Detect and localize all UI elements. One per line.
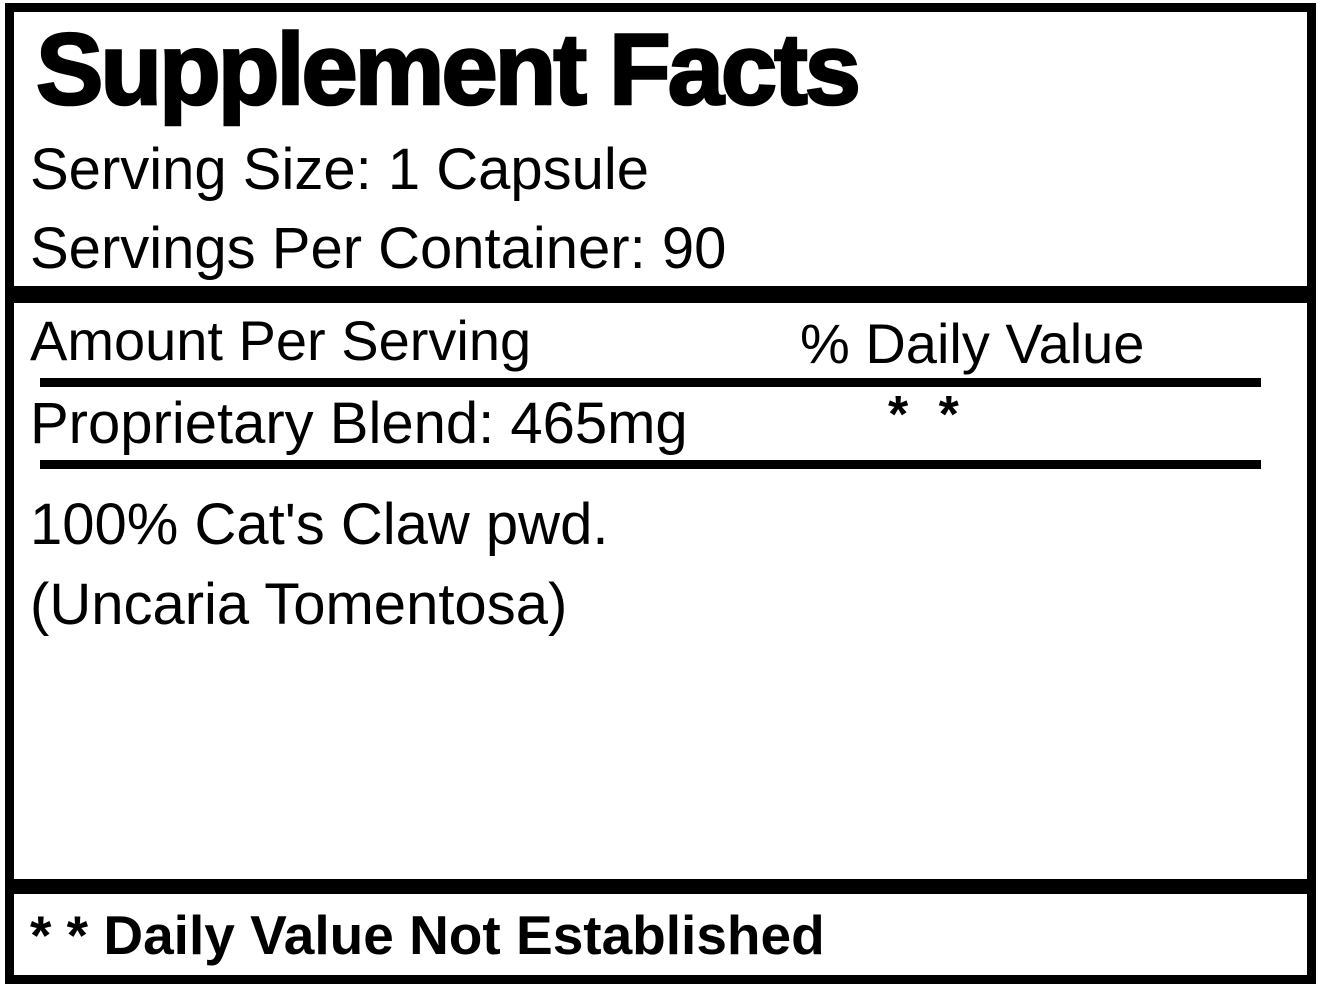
rule-below-blend — [40, 460, 1261, 469]
ingredient-line-1: 100% Cat's Claw pwd. — [30, 492, 609, 557]
label-border-frame: Supplement Facts Serving Size: 1 Capsule… — [5, 3, 1316, 984]
header-separator-bar — [14, 286, 1307, 303]
blend-daily-value-asterisks: * * — [888, 386, 967, 444]
table-row: Proprietary Blend: 465mg * * — [14, 386, 1307, 460]
servings-per-container-text: Servings Per Container: 90 — [30, 216, 727, 281]
ingredient-list: 100% Cat's Claw pwd. (Uncaria Tomentosa) — [14, 469, 1307, 645]
column-header-row: Amount Per Serving % Daily Value — [14, 303, 1307, 378]
page-title: Supplement Facts — [35, 14, 863, 126]
daily-value-footnote: * * Daily Value Not Established — [30, 903, 825, 966]
footnote-separator-bar — [14, 879, 1307, 894]
empty-space — [14, 645, 1307, 879]
daily-value-header: % Daily Value — [800, 312, 1145, 375]
serving-size-text: Serving Size: 1 Capsule — [30, 137, 649, 202]
rule-above-blend — [40, 378, 1261, 387]
amount-per-serving-header: Amount Per Serving — [30, 308, 532, 372]
label-header: Supplement Facts Serving Size: 1 Capsule… — [14, 12, 1307, 286]
proprietary-blend-text: Proprietary Blend: 465mg — [30, 390, 688, 456]
ingredient-line-2: (Uncaria Tomentosa) — [30, 572, 568, 637]
